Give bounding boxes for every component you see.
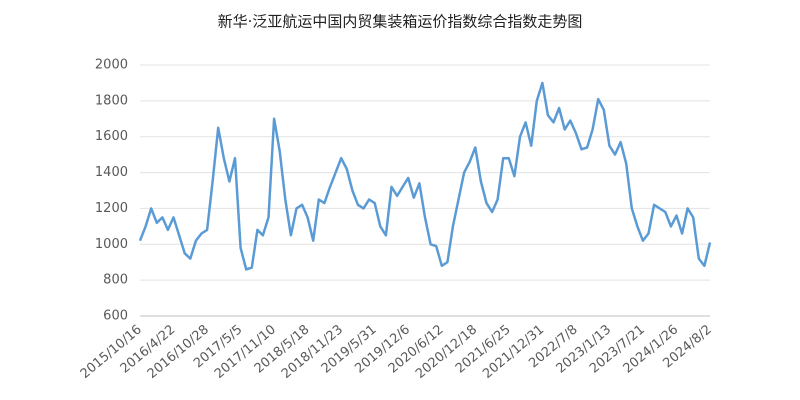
y-tick-label: 600 <box>103 309 128 324</box>
y-tick-label: 1000 <box>95 237 128 252</box>
y-tick-label: 1400 <box>95 165 128 180</box>
y-tick-label: 800 <box>103 273 128 288</box>
y-tick-label: 1600 <box>95 129 128 144</box>
chart-title: 新华·泛亚航运中国内贸集装箱运价指数综合指数走势图 <box>218 13 583 31</box>
line-series <box>138 81 712 271</box>
y-tick-label: 2000 <box>95 58 128 73</box>
y-tick-label: 1200 <box>95 201 128 216</box>
y-tick-label: 1800 <box>95 93 128 108</box>
